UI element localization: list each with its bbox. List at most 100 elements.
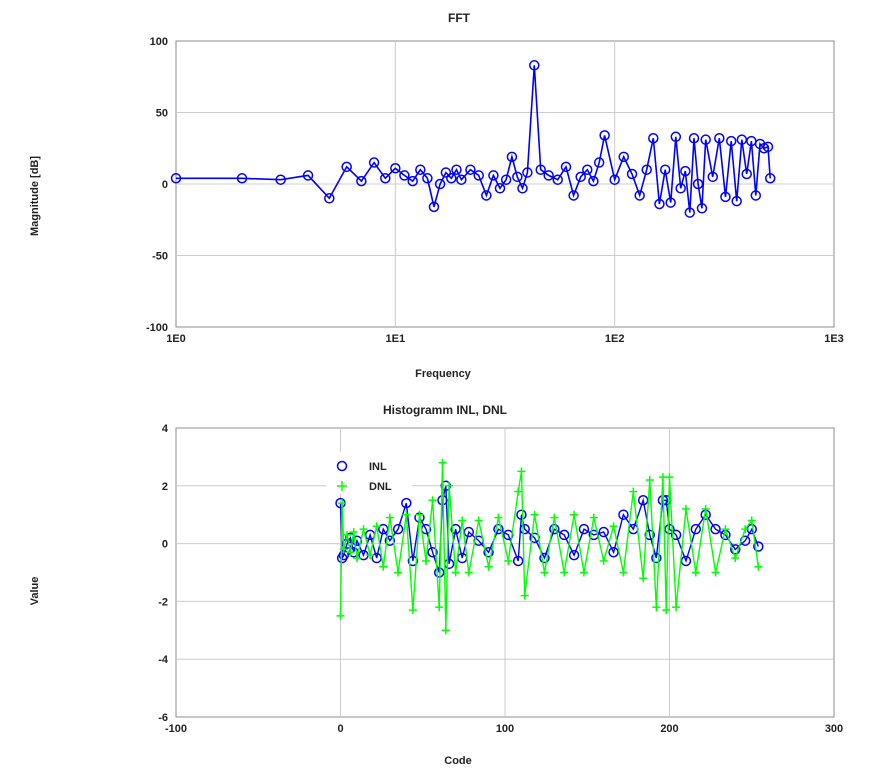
dnl-point [691,568,700,577]
dnl-point [629,487,638,496]
hist-x-tick-label: 300 [825,723,843,735]
inl-point [730,544,741,555]
dnl-point [639,574,648,583]
fft-point [552,174,563,185]
fft-x-tick-label: 1E1 [386,333,406,345]
inl-point [519,523,530,535]
fft-point [582,164,593,175]
dnl-point [711,568,720,577]
fft-point [665,197,676,208]
fft-y-axis-label: Magnitude [dB] [29,156,41,236]
fft-point [626,168,638,180]
fft-point [380,173,391,184]
fft-point [422,173,433,184]
dnl-point [747,516,756,525]
fft-point [575,171,586,183]
dnl-point [504,556,513,565]
hist-y-tick-label: -2 [158,596,168,608]
dnl-point [464,568,473,577]
dnl-point [339,545,348,554]
dnl-point [428,496,437,505]
fft-point [535,164,546,175]
fft-point [506,151,518,163]
fft-point [488,170,499,181]
fft-y-tick-label: -50 [152,251,168,263]
dnl-point [458,516,467,525]
dnl-point [540,568,549,577]
inl-point [512,555,524,567]
inl-point [392,523,404,535]
dnl-point [372,522,381,531]
fft-point [446,173,457,184]
fft-x-tick-label: 1E0 [166,333,186,345]
fft-point [390,163,401,174]
fft-point [236,173,248,184]
inl-point [450,523,461,535]
fft-point [641,164,652,175]
dnl-point [435,603,444,612]
inl-point [710,523,721,535]
legend-inl-marker [336,460,348,472]
fft-point [560,161,572,173]
inl-point [598,526,609,538]
fft-point [648,132,659,144]
fft-point [500,174,512,185]
hist-y-tick-label: 0 [162,539,168,551]
dnl-point [451,568,460,577]
legend-box [326,452,412,494]
fft-point [714,132,725,144]
fft-point [618,151,629,163]
fft-point [700,134,711,145]
inl-point [690,523,702,535]
dnl-point [408,606,417,615]
dnl-point [672,603,681,612]
fft-point [434,178,446,190]
inl-point [401,497,412,509]
inl-point [384,535,396,546]
fft-point [494,183,506,194]
dnl-point [422,556,431,565]
hist-series [335,458,764,635]
fft-point [764,173,776,184]
fft-y-tick-label: 100 [150,36,168,48]
fft-point [481,190,492,201]
inl-point [503,529,514,541]
fft-point [341,161,352,173]
hist-x-tick-label: -100 [165,723,187,735]
fft-point [750,190,762,201]
fft-point [762,141,774,153]
fft-point [675,183,686,194]
fft-point [707,171,718,183]
hist-title: Histogramm INL, DNL [383,403,507,417]
inl-point [549,523,560,535]
inl-point [483,547,494,558]
fft-y-tick-label: -100 [146,322,168,334]
inl-point [618,509,629,520]
fft-point [302,170,314,181]
dnl-point [394,568,403,577]
fft-point [568,190,579,201]
dnl-point [343,530,352,539]
inl-point [516,509,527,520]
fft-point [473,170,484,181]
dnl-point [415,510,424,519]
fft-point [517,183,528,194]
dnl-point [441,626,450,635]
dnl-point [474,516,483,525]
dnl-point [560,568,569,577]
fft-point [522,167,533,178]
fft-point [684,207,696,218]
fft-point [324,193,335,204]
fft-point [688,132,700,144]
dnl-point [645,476,654,485]
inl-point [558,529,570,541]
inl-point [651,552,662,564]
fft-point [670,131,682,143]
fft-point [680,165,691,177]
fft-series [170,60,776,218]
inl-point [753,541,764,552]
dnl-point [652,603,661,612]
fft-point [741,168,752,180]
fft-point [465,164,476,175]
hist-y-axis-label: Value [29,577,41,606]
